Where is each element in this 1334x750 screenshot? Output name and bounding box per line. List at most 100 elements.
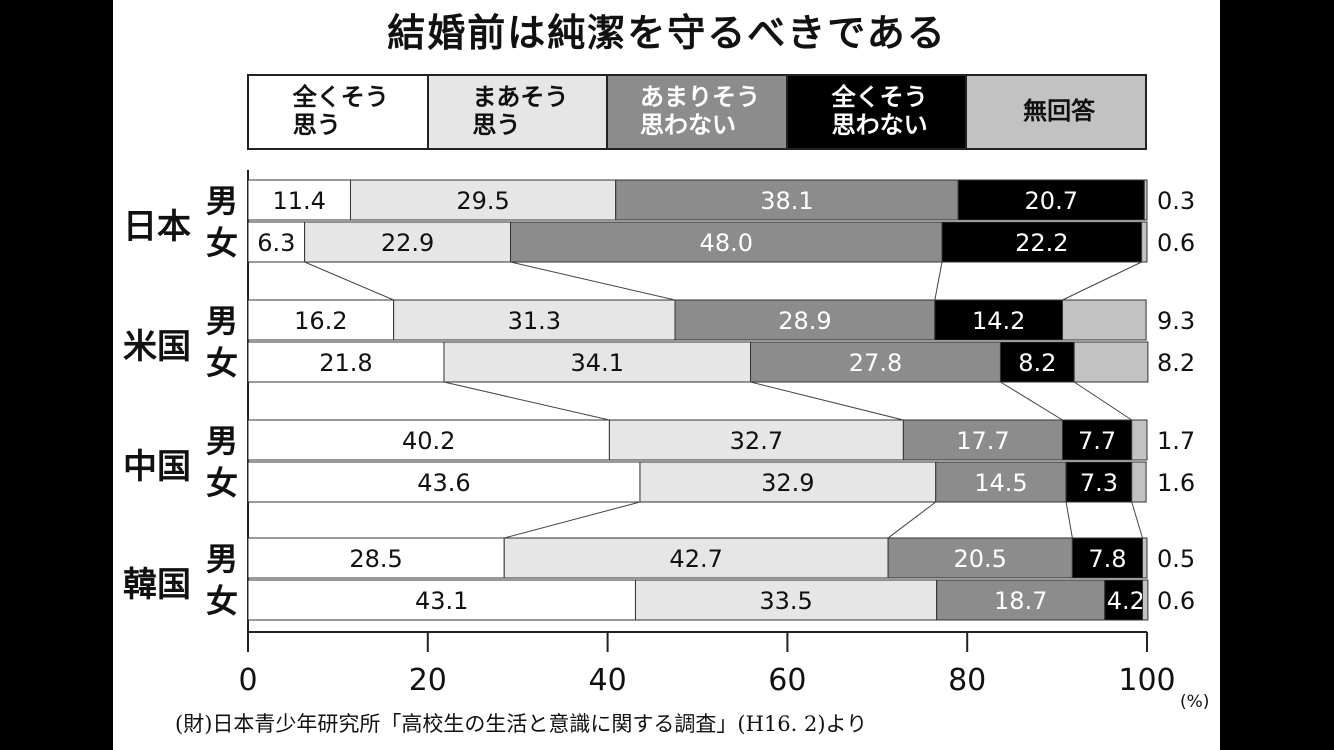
legend-item: 全くそう 思う [249, 76, 429, 148]
data-label: 27.8 [849, 349, 902, 377]
data-label: 42.7 [669, 545, 722, 573]
bar-segment [957, 179, 1145, 221]
x-tick-label: 100 [1118, 663, 1175, 698]
sex-label: 男 [206, 182, 238, 220]
bar-segment [1142, 579, 1149, 621]
legend-item: 全くそう 思わない [787, 76, 968, 148]
connector-line [750, 381, 904, 421]
data-label: 17.7 [956, 427, 1009, 455]
data-label: 21.8 [319, 349, 372, 377]
bar-segment [443, 341, 752, 383]
bar-segment [934, 299, 1063, 341]
data-label-no-answer: 0.6 [1157, 229, 1195, 257]
data-label-no-answer: 1.7 [1157, 427, 1195, 455]
connector-line [1000, 381, 1063, 421]
bar-segment [247, 537, 505, 579]
bar-segment [1131, 419, 1148, 461]
connector-line [443, 381, 610, 421]
data-label-no-answer: 1.6 [1157, 469, 1195, 497]
bar-segment [1143, 179, 1148, 221]
source-note: (財)日本青少年研究所「高校生の生活と意識に関する調査」(H16. 2)より [175, 712, 868, 736]
x-tick-label: 0 [238, 663, 257, 698]
bar-segment [247, 179, 351, 221]
bar-segment [247, 341, 445, 383]
data-label: 31.3 [508, 307, 561, 335]
bar-segment [608, 419, 904, 461]
bar-segment [510, 221, 943, 263]
data-label: 14.2 [972, 307, 1025, 335]
sex-label: 女 [206, 224, 238, 262]
sex-label: 女 [206, 582, 238, 620]
sex-label: 女 [206, 464, 238, 502]
bar-segment [1073, 341, 1149, 383]
data-label: 38.1 [760, 187, 813, 215]
legend-item: 無回答 [967, 76, 1145, 148]
bar-segment [941, 221, 1143, 263]
data-label: 34.1 [571, 349, 624, 377]
data-label: 16.2 [294, 307, 347, 335]
bar-segment [634, 579, 938, 621]
data-label: 7.8 [1088, 545, 1126, 573]
data-label: 32.7 [730, 427, 783, 455]
data-label: 29.5 [456, 187, 509, 215]
bar-segment [999, 341, 1075, 383]
sex-label: 女 [206, 344, 238, 382]
data-label-no-answer: 9.3 [1157, 307, 1195, 335]
bar-segment [503, 537, 889, 579]
data-label: 22.2 [1015, 229, 1068, 257]
bar-segment [247, 579, 636, 621]
data-label: 6.3 [257, 229, 295, 257]
bar-segment [1061, 299, 1147, 341]
legend-item: まあそう 思う [428, 76, 609, 148]
bar-segment [615, 179, 959, 221]
connector-line [504, 501, 641, 539]
bar-segment [1071, 537, 1144, 579]
data-label: 40.2 [402, 427, 455, 455]
sex-label: 男 [206, 302, 238, 340]
country-label: 日本 [123, 207, 191, 247]
data-label-no-answer: 0.3 [1157, 187, 1195, 215]
x-tick-label: 60 [768, 663, 806, 698]
data-label: 7.7 [1078, 427, 1116, 455]
bar-segment [639, 461, 937, 503]
connector-line [1131, 501, 1143, 539]
data-label: 20.7 [1025, 187, 1078, 215]
data-label: 7.3 [1080, 469, 1118, 497]
bar-segment [750, 341, 1001, 383]
x-tick-label: 80 [948, 663, 986, 698]
bar-segment [304, 221, 512, 263]
bar-segment [349, 179, 617, 221]
legend-item: あまりそう 思わない [608, 76, 788, 148]
data-label: 33.5 [759, 587, 812, 615]
data-label: 14.5 [974, 469, 1027, 497]
bar-segment [1142, 537, 1148, 579]
bar-segment [935, 461, 1067, 503]
bar-segment [247, 461, 641, 503]
data-label: 43.6 [417, 469, 470, 497]
connector-line [887, 501, 937, 539]
connector-line [934, 261, 943, 301]
bar-segment [1065, 461, 1133, 503]
bar-segment [247, 299, 395, 341]
connector-line [1062, 261, 1142, 301]
bar-segment [1104, 579, 1144, 621]
data-label: 18.7 [994, 587, 1047, 615]
country-label: 米国 [123, 327, 191, 367]
data-label-no-answer: 0.6 [1157, 587, 1195, 615]
x-tick-label: 40 [589, 663, 627, 698]
connector-line [304, 261, 394, 301]
bar-segment [674, 299, 936, 341]
data-label: 43.1 [415, 587, 468, 615]
bar-segment [1061, 419, 1133, 461]
bar-segment [887, 537, 1073, 579]
bar-segment [393, 299, 676, 341]
data-label-no-answer: 8.2 [1157, 349, 1195, 377]
bar-segment [1131, 461, 1147, 503]
data-label: 48.0 [700, 229, 753, 257]
bar-segment [936, 579, 1106, 621]
connector-line [510, 261, 676, 301]
legend: 全くそう 思う まあそう 思う あまりそう 思わない 全くそう 思わない 無回答 [247, 74, 1147, 150]
sex-label: 男 [206, 540, 238, 578]
data-label-no-answer: 0.5 [1157, 545, 1195, 573]
